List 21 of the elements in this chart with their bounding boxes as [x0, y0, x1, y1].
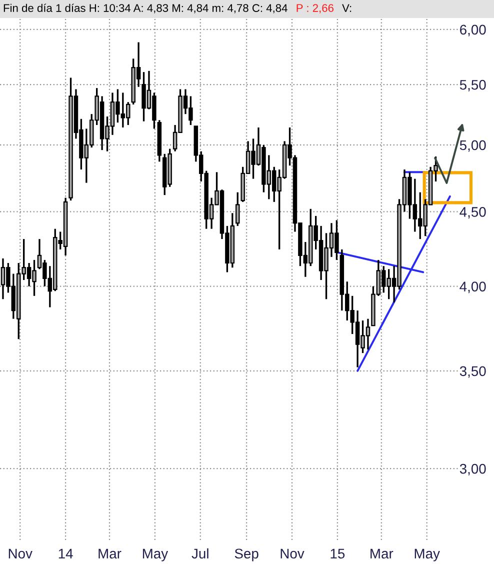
- y-tick-label: 5,00: [460, 140, 486, 152]
- x-tick-label: Nov: [8, 548, 32, 559]
- x-tick-label: May: [414, 548, 440, 562]
- x-tick-label: 15: [330, 548, 345, 559]
- y-tick-label: 3,00: [460, 464, 486, 476]
- x-tick-label: Jul: [192, 548, 208, 559]
- x-tick-label: Sep: [234, 548, 258, 562]
- x-tick-label: Nov: [280, 548, 304, 559]
- x-tick-label: Mar: [370, 548, 394, 559]
- y-tick-label: 5,50: [460, 80, 486, 92]
- text: V:: [342, 4, 352, 12]
- y-tick-label: 4,50: [460, 207, 486, 219]
- x-tick-label: 14: [58, 548, 73, 558]
- chart-title: Fin de día 1 días H: 10:34 A: 4,83 M: 4,84 m: 4,78 C: 4,84: [4, 4, 288, 14]
- y-tick-label: 6,00: [460, 24, 486, 36]
- y-tick-label: 3,50: [460, 366, 486, 378]
- text: P : 2,66: [296, 4, 334, 14]
- candlestick: [236, 191, 240, 227]
- x-tick-label: Mar: [98, 548, 122, 559]
- y-tick-label: 4,00: [460, 282, 486, 294]
- x-tick-label: May: [142, 548, 168, 562]
